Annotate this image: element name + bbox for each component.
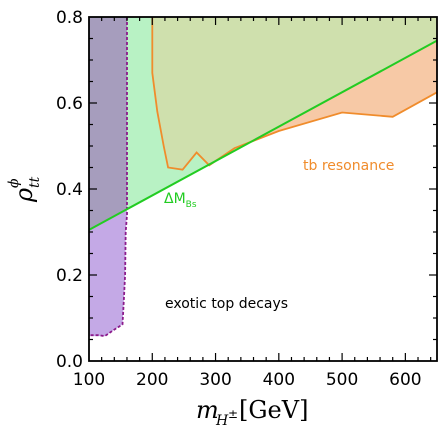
y-axis-title-sup: ϕ bbox=[6, 178, 22, 188]
x-axis-title-sup: ± bbox=[228, 407, 238, 421]
x-axis-title-sub: H bbox=[215, 413, 229, 429]
tb-and-bs-overlap-region bbox=[152, 17, 437, 170]
exotic-region-mid-shade bbox=[89, 209, 127, 337]
y-axis-title-rho: ρ bbox=[10, 188, 38, 203]
exotic-top-decay-boundary bbox=[89, 17, 128, 338]
axis-ticks: 100 200 300 400 500 600 0.0 0.2 0.4 0.6 0.8 bbox=[56, 8, 437, 390]
x-axis-title: m H ± [GeV] bbox=[196, 396, 308, 429]
y-tick-label: 0.8 bbox=[56, 8, 83, 28]
y-tick-label: 0.6 bbox=[56, 94, 83, 114]
plot-regions bbox=[89, 17, 437, 338]
x-tick-label: 500 bbox=[326, 370, 358, 390]
annotation-delta-m-sub: Bs bbox=[186, 200, 197, 210]
y-axis-title-sub: tt bbox=[27, 176, 43, 188]
annotation-exotic-top-decays: exotic top decays bbox=[165, 296, 288, 312]
y-axis-title: ρ ϕ tt bbox=[6, 176, 43, 203]
x-axis-title-m: m bbox=[196, 396, 219, 424]
x-axis-title-unit: [GeV] bbox=[239, 396, 308, 424]
x-tick-label: 300 bbox=[199, 370, 231, 390]
exotic-and-bs-overlap-region bbox=[89, 17, 127, 230]
annotation-delta-m-main: ΔM bbox=[164, 191, 186, 207]
y-tick-label: 0.2 bbox=[56, 266, 83, 286]
x-tick-label: 200 bbox=[136, 370, 168, 390]
annotation-delta-m-bs: ΔMBs bbox=[164, 191, 197, 210]
y-tick-label: 0.4 bbox=[56, 180, 83, 200]
x-tick-label: 600 bbox=[389, 370, 421, 390]
annotation-tb-resonance: tb resonance bbox=[303, 158, 394, 174]
tb-resonance-boundary bbox=[151, 17, 437, 171]
x-tick-label: 100 bbox=[73, 370, 105, 390]
bs-mixing-line bbox=[89, 39, 437, 231]
y-tick-label: 0.0 bbox=[56, 352, 83, 372]
x-tick-label: 400 bbox=[263, 370, 295, 390]
